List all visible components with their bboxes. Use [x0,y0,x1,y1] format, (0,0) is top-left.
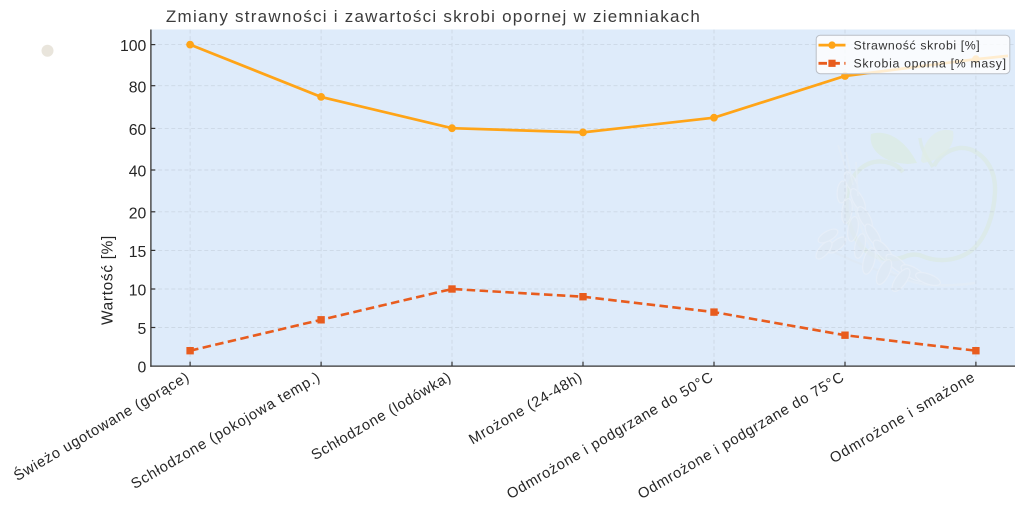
svg-text:5: 5 [138,321,147,338]
svg-text:Odmrożone i podgrzane do 50°C: Odmrożone i podgrzane do 50°C [504,369,716,503]
svg-text:Wartość [%]: Wartość [%] [99,235,116,325]
svg-text:Odmrożone i podgrzane do 75°C: Odmrożone i podgrzane do 75°C [635,369,847,503]
svg-text:20: 20 [129,205,147,222]
svg-text:80: 80 [129,79,147,96]
svg-text:Zmiany strawności i zawartości: Zmiany strawności i zawartości skrobi op… [166,7,701,26]
svg-text:Odmrożone i smażone: Odmrożone i smażone [827,369,978,467]
svg-text:15: 15 [129,244,147,261]
svg-text:Strawność skrobi [%]: Strawność skrobi [%] [854,39,981,53]
svg-text:10: 10 [129,283,147,300]
svg-text:100: 100 [120,38,147,55]
svg-text:Skrobia oporna [% masy]: Skrobia oporna [% masy] [854,57,1007,71]
svg-text:60: 60 [129,122,147,139]
svg-text:40: 40 [129,164,147,181]
svg-text:0: 0 [138,360,147,377]
svg-text:Schłodzone (lodówka): Schłodzone (lodówka) [309,369,455,464]
svg-text:Mrożone (24-48h): Mrożone (24-48h) [466,369,585,448]
